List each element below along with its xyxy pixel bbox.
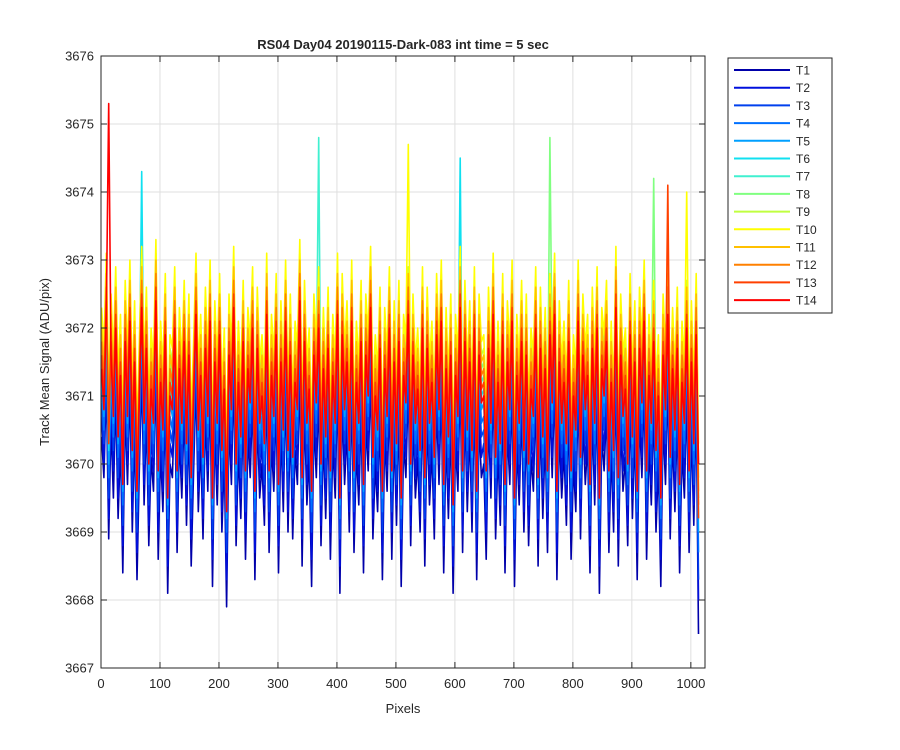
x-tick-label: 300	[267, 676, 289, 691]
series-layer	[100, 102, 700, 635]
legend-label-t5: T5	[796, 134, 810, 148]
y-axis-label: Track Mean Signal (ADU/pix)	[37, 278, 52, 446]
x-tick-label: 900	[621, 676, 643, 691]
legend-box	[727, 57, 833, 314]
legend-label-t7: T7	[796, 170, 810, 184]
y-tick-label: 3675	[65, 117, 94, 132]
legend-label-t3: T3	[796, 99, 810, 113]
y-tick-label: 3670	[65, 457, 94, 472]
axes-box	[100, 55, 706, 669]
x-axis-label: Pixels	[386, 701, 421, 716]
x-tick-label: 400	[326, 676, 348, 691]
y-tick-label: 3676	[65, 49, 94, 64]
legend-label-t4: T4	[796, 117, 810, 131]
legend-label-t13: T13	[796, 276, 817, 290]
y-tick-label: 3674	[65, 185, 94, 200]
y-tick-label: 3667	[65, 661, 94, 676]
legend-label-t12: T12	[796, 258, 817, 272]
x-tick-label: 0	[97, 676, 104, 691]
legend-items: T1 T2 T3 T4 T5 T6 T7 T8 T9 T10 T11 T12 T13 T14	[734, 64, 817, 308]
legend: T1 T2 T3 T4 T5 T6 T7 T8 T9 T10 T11 T12 T13 T14	[727, 57, 833, 314]
legend-label-t10: T10	[796, 223, 817, 237]
legend-label-t2: T2	[796, 81, 810, 95]
x-tick-label: 500	[385, 676, 407, 691]
y-tick-label: 3671	[65, 389, 94, 404]
x-tick-label: 800	[562, 676, 584, 691]
x-tick-label: 1000	[676, 676, 705, 691]
legend-label-t6: T6	[796, 152, 810, 166]
x-tick-label: 600	[444, 676, 466, 691]
y-tick-label: 3669	[65, 525, 94, 540]
legend-label-t8: T8	[796, 187, 810, 201]
legend-label-t11: T11	[796, 241, 816, 255]
series-line-t14	[100, 102, 700, 513]
y-tick-label: 3673	[65, 253, 94, 268]
x-tick-label: 100	[149, 676, 171, 691]
legend-label-t1: T1	[796, 64, 810, 78]
ticks: 0 100 200 300 400 500 600 700 800 900 1000 3667 3668…	[65, 49, 705, 692]
chart-title: RS04 Day04 20190115-Dark-083 int time = …	[257, 37, 549, 52]
x-tick-label: 200	[208, 676, 230, 691]
y-tick-label: 3668	[65, 593, 94, 608]
legend-label-t14: T14	[796, 294, 817, 308]
legend-label-t9: T9	[796, 205, 810, 219]
y-tick-label: 3672	[65, 321, 94, 336]
x-tick-label: 700	[503, 676, 525, 691]
